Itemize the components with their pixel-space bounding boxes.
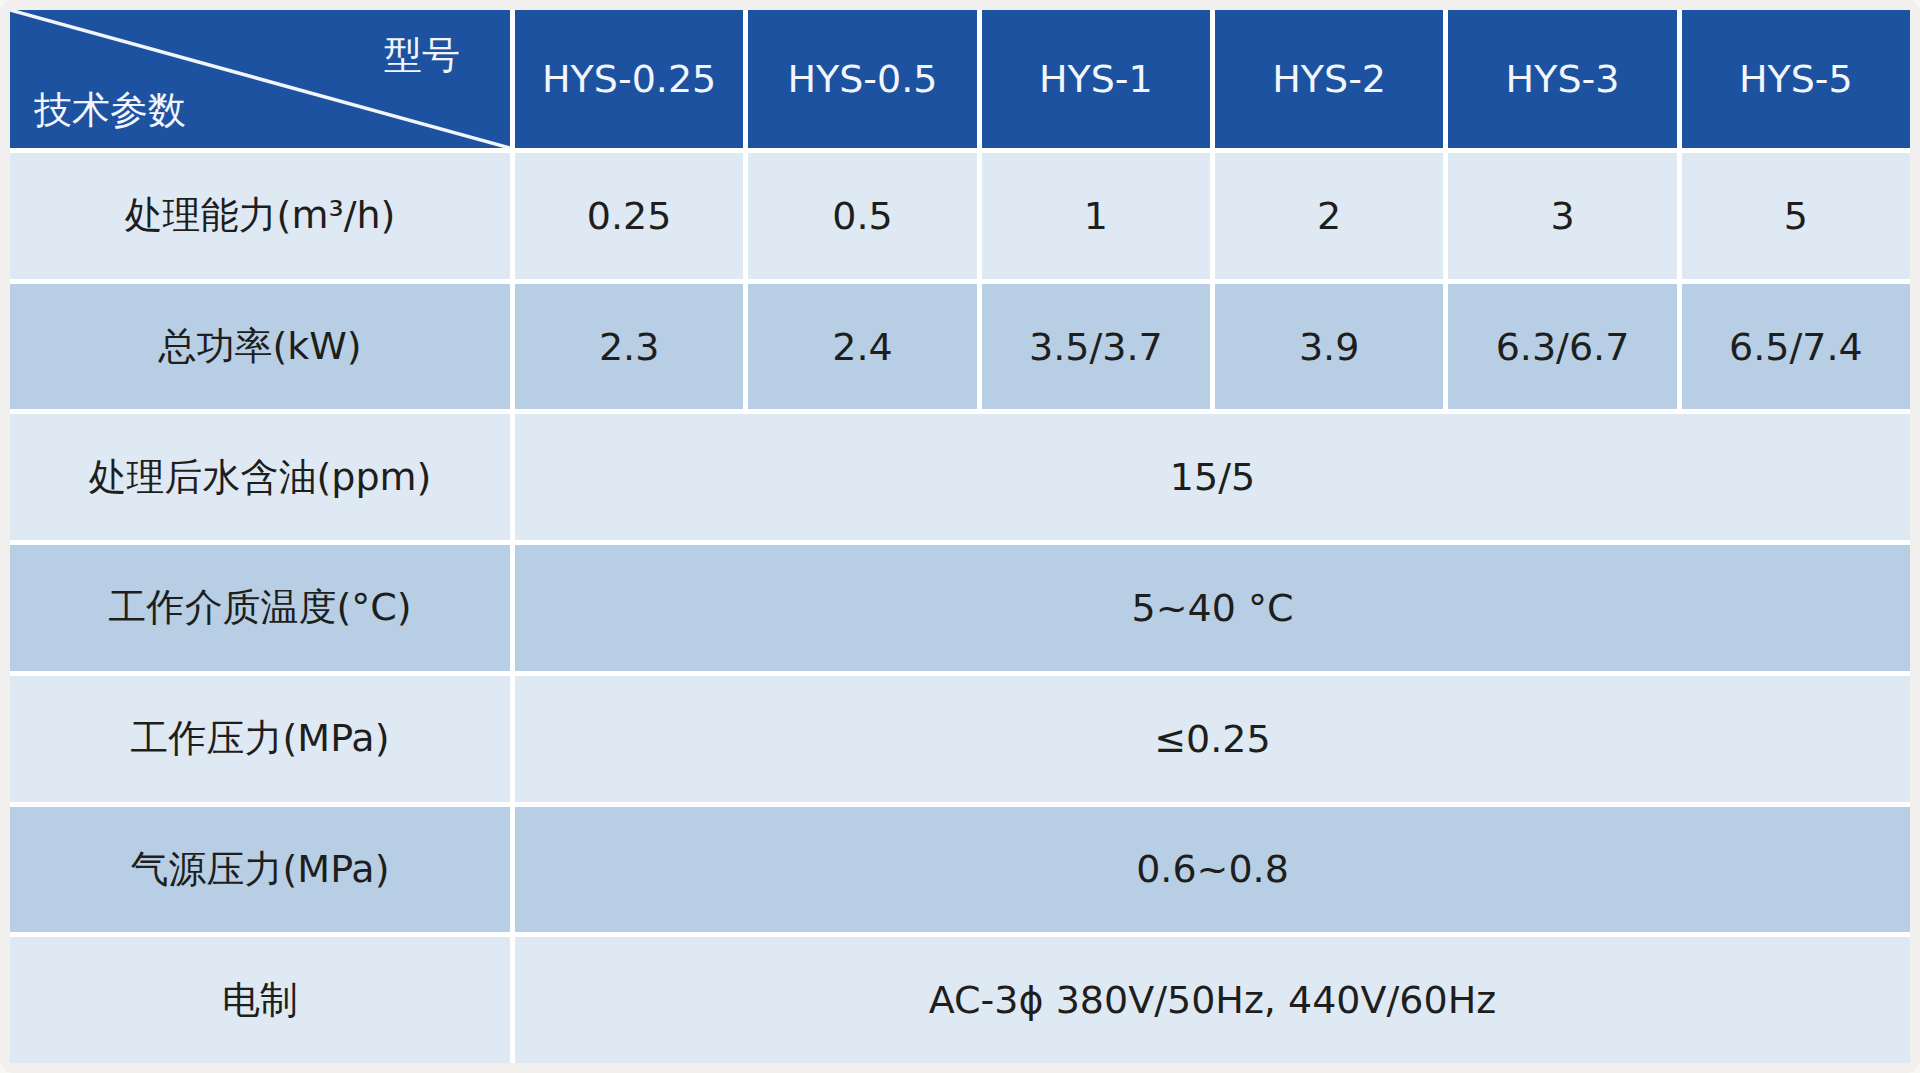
- model-header-hys-0-25: HYS-0.25: [515, 10, 743, 148]
- row-label-total-power: 总功率(kW): [10, 284, 510, 410]
- value-cell: 3.5/3.7: [982, 284, 1210, 410]
- value-cell: 2: [1215, 153, 1443, 279]
- corner-header-cell: 型号 技术参数: [10, 10, 510, 148]
- merged-value-electrical-system: AC-3ϕ 380V/50Hz, 440V/60Hz: [515, 937, 1910, 1063]
- merged-value-oil-content: 15/5: [515, 414, 1910, 540]
- corner-label-parameters: 技术参数: [34, 85, 186, 136]
- model-header-hys-5: HYS-5: [1682, 10, 1910, 148]
- merged-value-air-pressure: 0.6~0.8: [515, 807, 1910, 933]
- model-header-hys-2: HYS-2: [1215, 10, 1443, 148]
- value-cell: 2.3: [515, 284, 743, 410]
- value-cell: 0.5: [748, 153, 976, 279]
- value-cell: 6.5/7.4: [1682, 284, 1910, 410]
- row-label-oil-content: 处理后水含油(ppm): [10, 414, 510, 540]
- row-label-air-pressure: 气源压力(MPa): [10, 807, 510, 933]
- model-header-hys-1: HYS-1: [982, 10, 1210, 148]
- spec-sheet-page: 型号 技术参数 HYS-0.25 HYS-0.5 HYS-1 HYS-2 HYS…: [0, 0, 1920, 1073]
- row-label-electrical-system: 电制: [10, 937, 510, 1063]
- row-label-capacity: 处理能力(m³/h): [10, 153, 510, 279]
- value-cell: 0.25: [515, 153, 743, 279]
- value-cell: 1: [982, 153, 1210, 279]
- row-label-working-pressure: 工作压力(MPa): [10, 676, 510, 802]
- corner-label-model: 型号: [384, 30, 460, 81]
- merged-value-medium-temperature: 5~40 °C: [515, 545, 1910, 671]
- value-cell: 6.3/6.7: [1448, 284, 1676, 410]
- value-cell: 5: [1682, 153, 1910, 279]
- value-cell: 3: [1448, 153, 1676, 279]
- row-label-medium-temperature: 工作介质温度(°C): [10, 545, 510, 671]
- value-cell: 3.9: [1215, 284, 1443, 410]
- model-header-hys-3: HYS-3: [1448, 10, 1676, 148]
- value-cell: 2.4: [748, 284, 976, 410]
- merged-value-working-pressure: ≤0.25: [515, 676, 1910, 802]
- spec-table: 型号 技术参数 HYS-0.25 HYS-0.5 HYS-1 HYS-2 HYS…: [10, 10, 1910, 1063]
- model-header-hys-0-5: HYS-0.5: [748, 10, 976, 148]
